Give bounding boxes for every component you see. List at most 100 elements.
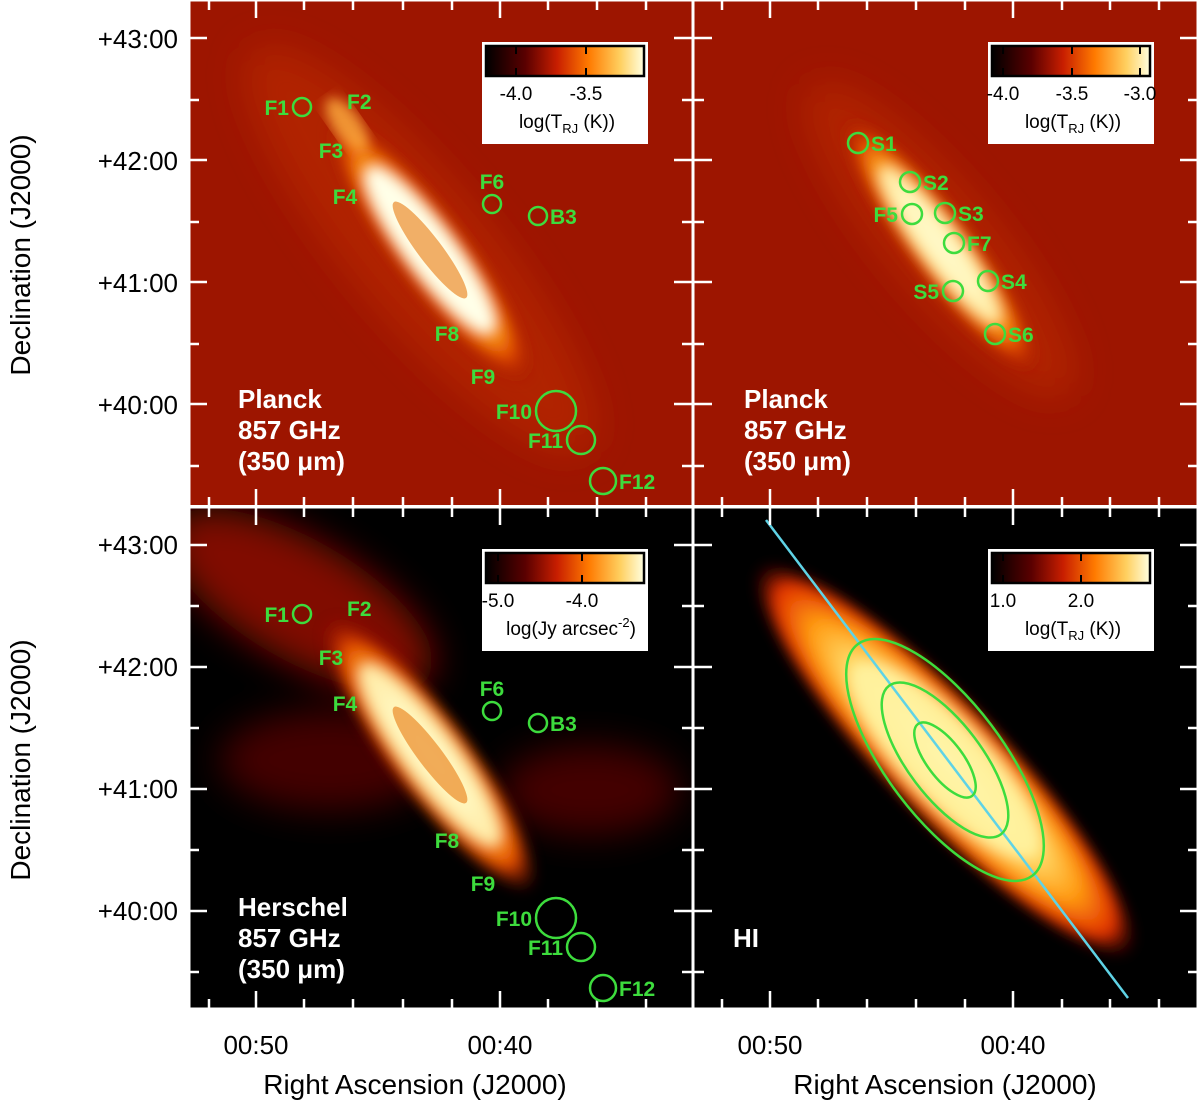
source-label-f9: F9 <box>471 366 496 389</box>
source-label-f10: F10 <box>496 908 532 931</box>
source-label-s6: S6 <box>1008 324 1034 347</box>
panel-label-line: HI <box>733 923 759 953</box>
source-label-f1: F1 <box>264 97 289 120</box>
major-axis-line <box>765 519 1129 999</box>
panel-label-line: Planck <box>744 384 828 414</box>
tick-marks <box>189 0 1198 1009</box>
colorbar-title: log(TRJ (K)) <box>1025 112 1121 136</box>
colorbar-title: log(TRJ (K)) <box>1025 619 1121 643</box>
source-marker-f6 <box>481 193 503 215</box>
hi-overlays <box>765 519 1129 999</box>
source-label-f3: F3 <box>319 140 344 163</box>
source-label-f4: F4 <box>333 186 358 209</box>
x-tick-label: 00:50 <box>737 1030 802 1060</box>
source-marker-f7 <box>942 231 966 255</box>
y-tick-label: +43:00 <box>98 24 178 54</box>
y-tick-label: +41:00 <box>98 774 178 804</box>
x-axis-title: Right Ascension (J2000) <box>263 1069 567 1100</box>
source-label-f9: F9 <box>471 873 496 896</box>
y-tick-label: +40:00 <box>98 896 178 926</box>
source-marker-s6 <box>983 322 1007 346</box>
source-label-f6: F6 <box>480 171 505 194</box>
source-label-s4: S4 <box>1001 271 1027 294</box>
source-label-f12: F12 <box>619 471 655 494</box>
colorbar-tick-label: -3.0 <box>1124 84 1157 105</box>
panel-label-line: (350 μm) <box>238 446 345 476</box>
source-label-b3: B3 <box>550 206 577 229</box>
source-marker-f6 <box>481 700 503 722</box>
source-label-f12: F12 <box>619 978 655 1001</box>
y-tick-labels-top: +43:00 +42:00 +41:00 +40:00 <box>98 24 178 420</box>
colorbar-title: log(Jy arcsec-2) <box>506 615 636 640</box>
panel-label-line: (350 μm) <box>744 446 851 476</box>
y-tick-label: +42:00 <box>98 146 178 176</box>
source-marker-s1 <box>846 131 870 155</box>
source-marker-s3 <box>933 201 957 225</box>
colorbar <box>484 44 646 78</box>
y-axis-title: Declination (J2000) <box>5 134 36 375</box>
source-label-f11: F11 <box>528 430 563 453</box>
source-marker-s5 <box>941 279 965 303</box>
panel-borders <box>187 0 1200 1011</box>
x-axis-title: Right Ascension (J2000) <box>793 1069 1097 1100</box>
source-marker-s4 <box>976 269 1000 293</box>
source-label-f2: F2 <box>347 91 372 114</box>
source-marker-s2 <box>898 170 922 194</box>
source-label-s1: S1 <box>871 133 897 156</box>
colorbar <box>990 551 1152 585</box>
source-label-f7: F7 <box>967 233 992 256</box>
source-marker-f12 <box>588 973 618 1003</box>
y-axis-title: Declination (J2000) <box>5 639 36 880</box>
source-marker-f12 <box>588 466 618 496</box>
x-tick-label: 00:40 <box>467 1030 532 1060</box>
y-tick-labels-bottom: +43:00 +42:00 +41:00 +40:00 <box>98 530 178 926</box>
source-marker-f10 <box>534 896 578 940</box>
source-label-f10: F10 <box>496 401 532 424</box>
source-marker-f5 <box>900 202 924 226</box>
colorbar-tick-label: -5.0 <box>482 591 515 612</box>
source-label-s2: S2 <box>923 172 949 195</box>
source-label-f2: F2 <box>347 598 372 621</box>
colorbar-tick-label: 1.0 <box>990 591 1016 612</box>
source-label-s3: S3 <box>958 203 984 226</box>
source-label-f8: F8 <box>435 830 460 853</box>
source-label-s5: S5 <box>913 281 939 304</box>
panel-label-line: 857 GHz <box>238 415 341 445</box>
source-marker-f1 <box>291 96 313 118</box>
annulus-ellipse-inner <box>913 721 977 799</box>
annulus-ellipse-outer <box>844 637 1046 883</box>
panel-label-line: 857 GHz <box>238 923 341 953</box>
panel-label-line: 857 GHz <box>744 415 847 445</box>
source-marker-b3 <box>527 205 549 227</box>
source-marker-f1 <box>291 603 313 625</box>
panel-label-line: (350 μm) <box>238 954 345 984</box>
source-marker-f11 <box>565 424 597 456</box>
colorbar-tick-label: -3.5 <box>1056 84 1089 105</box>
colorbar-tick-label: -4.0 <box>500 84 533 105</box>
y-tick-label: +43:00 <box>98 530 178 560</box>
panel-herschel <box>189 508 692 1009</box>
source-label-f8: F8 <box>435 323 460 346</box>
annulus-ellipse-middle <box>880 681 1010 839</box>
y-tick-label: +41:00 <box>98 268 178 298</box>
panel-label-line: Planck <box>238 384 322 414</box>
colorbar <box>484 551 646 585</box>
source-label-f5: F5 <box>873 204 898 227</box>
panel-label-line: Herschel <box>238 892 348 922</box>
colorbar-tick-label: -4.0 <box>987 84 1020 105</box>
source-label-f6: F6 <box>480 678 505 701</box>
source-marker-b3 <box>527 712 549 734</box>
x-tick-label: 00:50 <box>223 1030 288 1060</box>
x-tick-label: 00:40 <box>980 1030 1045 1060</box>
source-marker-f11 <box>565 931 597 963</box>
colorbar-tick-label: -4.0 <box>566 591 599 612</box>
y-tick-label: +42:00 <box>98 652 178 682</box>
source-label-f4: F4 <box>333 693 358 716</box>
source-label-b3: B3 <box>550 713 577 736</box>
source-label-f1: F1 <box>264 604 289 627</box>
source-label-f11: F11 <box>528 937 563 960</box>
colorbar-tick-label: 2.0 <box>1068 591 1094 612</box>
colorbar-title: log(TRJ (K)) <box>519 112 615 136</box>
